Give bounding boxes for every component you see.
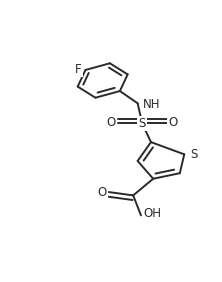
Text: O: O bbox=[97, 186, 107, 199]
Text: O: O bbox=[107, 116, 116, 129]
Text: S: S bbox=[138, 117, 146, 130]
Text: O: O bbox=[168, 116, 177, 129]
Text: F: F bbox=[75, 63, 82, 76]
Text: OH: OH bbox=[143, 207, 161, 220]
Text: NH: NH bbox=[143, 98, 161, 111]
Text: S: S bbox=[190, 148, 197, 161]
